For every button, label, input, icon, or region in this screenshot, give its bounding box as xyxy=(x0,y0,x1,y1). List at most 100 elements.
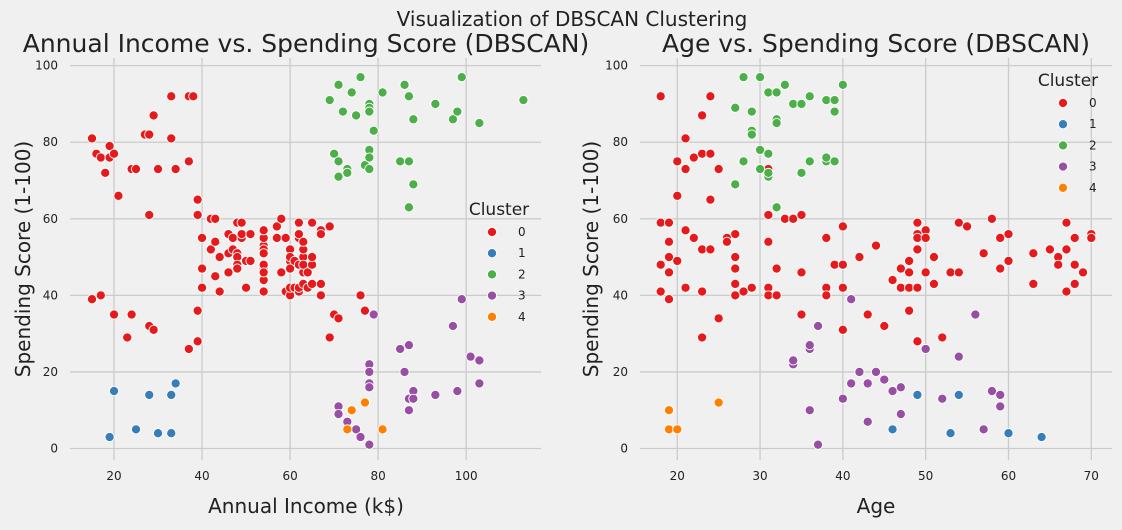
cluster-0-point xyxy=(148,110,159,121)
cluster-3-point xyxy=(854,366,865,377)
cluster-2-point xyxy=(829,156,840,167)
cluster-0-point xyxy=(837,324,848,335)
cluster-1-point xyxy=(1003,428,1014,439)
cluster-2-point xyxy=(730,179,741,190)
cluster-1-point xyxy=(912,389,923,400)
cluster-3-point xyxy=(403,340,414,351)
cluster-2-point xyxy=(763,87,774,98)
cluster-4-point xyxy=(713,397,724,408)
cluster-3-point xyxy=(452,386,463,397)
cluster-0-point xyxy=(680,282,691,293)
legend-label-3: 3 xyxy=(518,289,526,303)
cluster-0-point xyxy=(227,232,238,243)
cluster-0-point xyxy=(730,229,741,240)
cluster-4-point xyxy=(359,397,370,408)
cluster-0-point xyxy=(258,267,269,278)
income-x-ticks: 20 40 60 80 100 xyxy=(106,469,477,483)
cluster-0-point xyxy=(245,255,256,266)
cluster-0-point xyxy=(236,229,247,240)
cluster-0-point xyxy=(721,236,732,247)
cluster-4-point xyxy=(663,405,675,416)
cluster-0-point xyxy=(280,232,291,243)
cluster-0-point xyxy=(713,313,724,324)
cluster-0-point xyxy=(870,240,882,251)
cluster-3-point xyxy=(456,294,467,305)
cluster-0-point xyxy=(307,252,318,263)
y-tick-label: 20 xyxy=(43,365,58,379)
legend-marker-4 xyxy=(1057,182,1069,193)
legend-label-2: 2 xyxy=(518,267,526,281)
cluster-3-point xyxy=(804,340,815,351)
age-points xyxy=(655,72,1097,450)
cluster-0-point xyxy=(188,91,199,102)
cluster-2-point xyxy=(796,167,807,178)
cluster-2-point xyxy=(763,167,774,178)
cluster-0-point xyxy=(315,278,326,289)
y-tick-label: 80 xyxy=(613,135,628,149)
cluster-0-point xyxy=(705,194,716,205)
x-tick-label: 80 xyxy=(370,469,385,483)
cluster-2-point xyxy=(779,79,790,90)
cluster-0-point xyxy=(1028,248,1039,259)
cluster-0-point xyxy=(912,244,923,255)
cluster-3-point xyxy=(812,320,824,332)
cluster-0-point xyxy=(920,232,931,243)
cluster-3-point xyxy=(879,374,890,385)
cluster-2-point xyxy=(430,98,441,109)
legend-label-1: 1 xyxy=(1089,117,1097,131)
cluster-0-point xyxy=(862,309,873,320)
age-x-ticks: 20 30 40 50 60 70 xyxy=(670,469,1099,483)
cluster-3-point xyxy=(364,366,375,377)
cluster-0-point xyxy=(315,290,326,301)
cluster-2-point xyxy=(804,156,815,167)
cluster-0-point xyxy=(122,332,133,343)
cluster-3-point xyxy=(465,351,476,362)
cluster-0-point xyxy=(730,263,741,274)
cluster-3-point xyxy=(995,389,1006,400)
cluster-4-point xyxy=(663,424,675,435)
cluster-0-point xyxy=(258,286,269,297)
cluster-0-point xyxy=(962,221,973,232)
cluster-0-point xyxy=(210,236,221,247)
age-x-axis-label: Age xyxy=(857,494,896,518)
cluster-1-point xyxy=(166,428,177,439)
y-tick-label: 0 xyxy=(50,442,58,456)
cluster-0-point xyxy=(928,252,940,263)
cluster-2-point xyxy=(355,72,366,83)
cluster-0-point xyxy=(258,225,269,236)
cluster-0-point xyxy=(655,259,666,270)
cluster-1-point xyxy=(152,428,164,439)
cluster-0-point xyxy=(763,209,774,221)
cluster-0-point xyxy=(271,221,282,232)
legend-label-0: 0 xyxy=(518,225,526,239)
cluster-3-point xyxy=(895,409,906,420)
legend-marker-0 xyxy=(1057,97,1069,109)
cluster-3-point xyxy=(788,355,799,366)
cluster-0-point xyxy=(680,225,691,236)
cluster-2-point xyxy=(399,79,410,90)
y-tick-label: 100 xyxy=(605,59,628,73)
legend-marker-2 xyxy=(486,269,498,280)
cluster-0-point xyxy=(663,236,675,247)
cluster-2-point xyxy=(364,106,375,117)
cluster-0-point xyxy=(829,259,840,270)
cluster-1-point xyxy=(166,389,177,400)
cluster-2-point xyxy=(796,98,807,109)
age-plot-title: Age vs. Spending Score (DBSCAN) xyxy=(662,29,1090,58)
cluster-0-point xyxy=(779,213,790,224)
cluster-0-point xyxy=(1061,244,1072,255)
income-legend-items: 0 1 2 3 4 xyxy=(486,225,526,324)
cluster-2-point xyxy=(821,95,832,106)
cluster-0-point xyxy=(663,294,675,305)
x-tick-label: 40 xyxy=(194,469,209,483)
cluster-2-point xyxy=(730,102,741,113)
income-y-ticks: 0 20 40 60 80 100 xyxy=(35,59,58,456)
cluster-0-point xyxy=(912,336,923,347)
cluster-0-point xyxy=(104,141,115,152)
cluster-0-point xyxy=(904,282,915,293)
cluster-2-point xyxy=(364,152,375,163)
cluster-0-point xyxy=(223,267,234,278)
legend-label-1: 1 xyxy=(518,246,526,260)
cluster-2-point xyxy=(763,148,774,159)
